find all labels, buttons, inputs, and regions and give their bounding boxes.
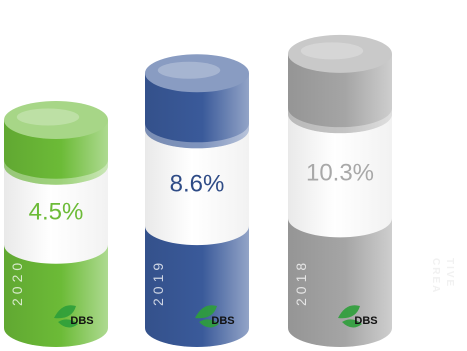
creative-watermark: CREA TIVE [430, 258, 467, 328]
bar-top-cap-shine [157, 61, 221, 79]
data-label: 10.3% [306, 159, 374, 186]
watermark-line-1: CREA [430, 258, 441, 295]
category-label: 2018 [293, 259, 309, 306]
bar-top-cap [145, 54, 249, 93]
category-label: 2020 [9, 259, 25, 306]
bar-top-cap [288, 34, 392, 73]
dbs-leaf-icon [338, 305, 362, 328]
dbs-badge-text: DBS [70, 315, 93, 327]
bar-band [288, 114, 392, 238]
bar-top-cap-shine [16, 108, 80, 126]
bar-band-rim [145, 123, 249, 149]
bar-band-rim [4, 159, 108, 185]
dbs-leaf-icon [54, 305, 78, 328]
dbs-badge-text: DBS [211, 315, 234, 327]
watermark-line-2: TIVE [444, 258, 455, 289]
bar-band-rim [288, 108, 392, 134]
bar-band [4, 165, 108, 264]
dbs-leaf-icon [195, 305, 219, 328]
bar-band [145, 129, 249, 246]
category-label: 2019 [150, 259, 166, 306]
bar-top-cap-shine [300, 42, 364, 60]
data-label: 4.5% [29, 198, 84, 225]
data-label: 8.6% [170, 171, 225, 198]
dbs-badge-text: DBS [354, 315, 377, 327]
bar-top-cap [4, 101, 108, 139]
